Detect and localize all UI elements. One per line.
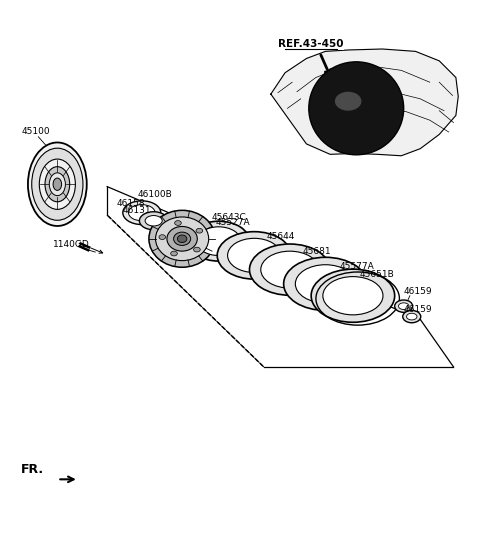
Text: 46159: 46159	[404, 305, 432, 314]
Text: 1140GD: 1140GD	[53, 240, 89, 249]
Ellipse shape	[403, 311, 421, 323]
Ellipse shape	[39, 159, 75, 209]
Text: 45651B: 45651B	[360, 270, 394, 279]
Text: 45577A: 45577A	[340, 262, 374, 271]
Ellipse shape	[250, 244, 330, 295]
Ellipse shape	[398, 303, 409, 310]
Text: FR.: FR.	[21, 463, 44, 476]
Ellipse shape	[395, 300, 413, 312]
Ellipse shape	[49, 173, 65, 196]
Ellipse shape	[309, 62, 404, 155]
Ellipse shape	[139, 212, 168, 230]
Ellipse shape	[28, 143, 87, 226]
Ellipse shape	[228, 238, 281, 273]
Ellipse shape	[175, 221, 181, 225]
Text: 46159: 46159	[404, 287, 432, 296]
Ellipse shape	[178, 235, 187, 243]
Ellipse shape	[159, 234, 166, 239]
Ellipse shape	[145, 215, 162, 226]
Text: 45643C: 45643C	[212, 213, 246, 222]
Ellipse shape	[32, 148, 83, 220]
Ellipse shape	[188, 221, 250, 261]
Text: 45527A: 45527A	[216, 218, 250, 226]
Ellipse shape	[323, 276, 383, 315]
Text: 45100: 45100	[22, 127, 50, 137]
Ellipse shape	[407, 313, 417, 320]
Text: 46131: 46131	[122, 206, 151, 215]
Ellipse shape	[261, 251, 319, 288]
Ellipse shape	[295, 265, 356, 303]
Ellipse shape	[123, 201, 161, 225]
Ellipse shape	[53, 178, 61, 190]
Ellipse shape	[311, 269, 395, 322]
Ellipse shape	[335, 92, 361, 110]
Ellipse shape	[167, 226, 197, 251]
Text: 45644: 45644	[266, 232, 294, 241]
Ellipse shape	[196, 228, 203, 233]
Ellipse shape	[284, 257, 367, 311]
Ellipse shape	[217, 232, 291, 279]
Text: REF.43-450: REF.43-450	[278, 39, 344, 49]
Ellipse shape	[129, 205, 155, 221]
Ellipse shape	[156, 217, 209, 261]
Ellipse shape	[171, 251, 177, 256]
Text: 46100B: 46100B	[138, 190, 173, 199]
Ellipse shape	[45, 166, 70, 202]
Ellipse shape	[196, 227, 241, 256]
Ellipse shape	[149, 211, 216, 267]
Ellipse shape	[193, 247, 200, 252]
Text: 45681: 45681	[302, 247, 331, 256]
Ellipse shape	[174, 232, 191, 245]
Polygon shape	[271, 49, 458, 156]
Text: 46158: 46158	[117, 199, 145, 208]
